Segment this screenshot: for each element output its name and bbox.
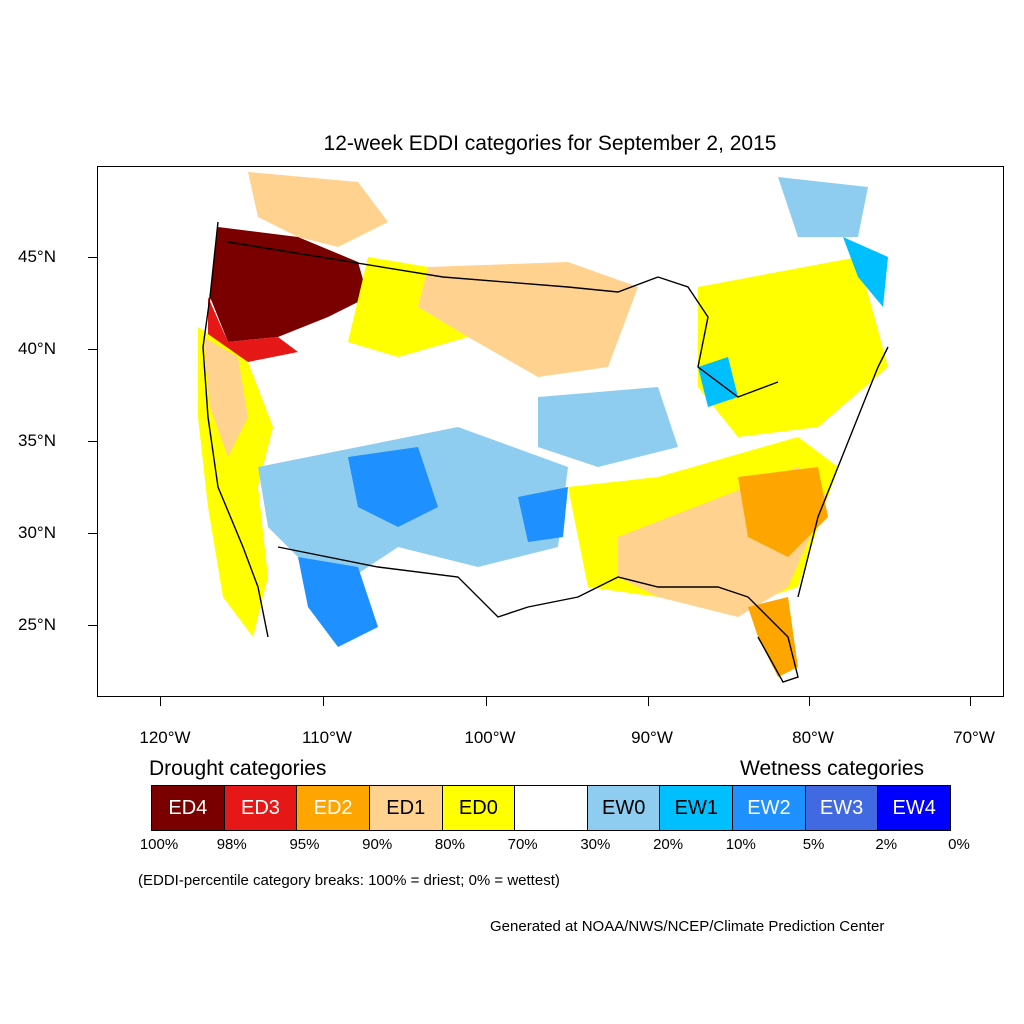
x-tick-mark xyxy=(323,697,324,706)
legend-swatch-ew3: EW3 xyxy=(805,786,879,830)
x-tick-mark xyxy=(648,697,649,706)
region-quebec-ew1 xyxy=(843,237,888,307)
region-midwest-ew0 xyxy=(538,387,678,467)
y-tick-mark xyxy=(88,533,97,534)
region-quebec-ew0 xyxy=(778,177,868,237)
legend-break-label: 90% xyxy=(362,836,393,853)
map-title: 12-week EDDI categories for September 2,… xyxy=(323,132,777,155)
legend-break-label: 100% xyxy=(139,836,179,853)
x-tick-mark xyxy=(970,697,971,706)
drought-heading: Drought categories xyxy=(149,757,327,780)
legend-swatch-ed0: ED0 xyxy=(442,786,516,830)
legend-swatch-neutral xyxy=(515,786,588,830)
legend-swatch-ew4: EW4 xyxy=(878,786,951,830)
region-northeast-ed0 xyxy=(698,257,888,437)
legend-swatch-ed1: ED1 xyxy=(369,786,443,830)
legend-break-label: 2% xyxy=(875,836,898,853)
region-west-ed1 xyxy=(203,337,248,457)
legend-swatch-ed3: ED3 xyxy=(224,786,298,830)
legend-break-label: 5% xyxy=(802,836,825,853)
florida-coast xyxy=(747,596,799,683)
eddi-map xyxy=(97,166,1004,697)
y-tick-label: 35°N xyxy=(18,431,56,450)
x-tick-label: 70°W xyxy=(953,728,995,747)
x-tick-label: 100°W xyxy=(464,728,516,747)
x-tick-label: 110°W xyxy=(302,728,352,747)
us-canada-border xyxy=(227,241,659,293)
y-tick-mark xyxy=(88,625,97,626)
region-northern-plains-ed1 xyxy=(418,262,638,377)
x-tick-label: 80°W xyxy=(792,728,834,747)
region-mexico-ew2 xyxy=(298,557,378,647)
gulf-coast xyxy=(527,576,749,608)
y-tick-label: 25°N xyxy=(18,615,56,634)
x-tick-label: 120°W xyxy=(139,728,191,747)
legend-break-label: 95% xyxy=(289,836,320,853)
x-tick-mark xyxy=(160,697,161,706)
boundaries xyxy=(202,221,889,683)
y-tick-mark xyxy=(88,349,97,350)
region-texas-ew2 xyxy=(518,487,568,542)
region-canada-west-ed1 xyxy=(248,172,388,247)
legend-break-label: 20% xyxy=(653,836,684,853)
region-southwest-ew2 xyxy=(348,447,438,527)
legend-break-label: 80% xyxy=(434,836,465,853)
legend-swatch-ed4: ED4 xyxy=(152,786,225,830)
y-tick-mark xyxy=(88,257,97,258)
legend-break-label: 30% xyxy=(580,836,611,853)
y-tick-label: 40°N xyxy=(18,339,56,358)
legend-swatch-ed2: ED2 xyxy=(297,786,370,830)
legend-color-bar: ED4 ED3 ED2 ED1 ED0 EW0 EW1 EW2 EW3 EW4 xyxy=(151,785,951,831)
region-northwest-ed3 xyxy=(208,297,298,362)
legend-swatch-ew1: EW1 xyxy=(660,786,734,830)
mexico-border xyxy=(277,546,529,618)
y-tick-label: 30°N xyxy=(18,523,56,542)
legend-break-label: 98% xyxy=(216,836,247,853)
map-canvas xyxy=(198,172,889,683)
legend-swatch-ew0: EW0 xyxy=(587,786,661,830)
y-tick-mark xyxy=(88,441,97,442)
west-coast xyxy=(202,221,269,638)
category-regions xyxy=(198,172,888,677)
legend-swatch-ew2: EW2 xyxy=(733,786,806,830)
region-southeast-ed2 xyxy=(738,467,828,557)
legend-break-label: 10% xyxy=(725,836,756,853)
legend-break-label: 0% xyxy=(948,836,970,853)
category-note: (EDDI-percentile category breaks: 100% =… xyxy=(138,872,560,889)
x-tick-label: 90°W xyxy=(631,728,673,747)
great-lakes xyxy=(657,276,779,398)
credit-line: Generated at NOAA/NWS/NCEP/Climate Predi… xyxy=(490,918,885,935)
region-florida-ed2 xyxy=(748,597,798,677)
legend-break-label: 70% xyxy=(507,836,538,853)
x-tick-mark xyxy=(486,697,487,706)
region-plains-ed0 xyxy=(348,257,468,357)
east-coast xyxy=(797,346,889,598)
region-northwest-ed4 xyxy=(210,227,368,342)
x-tick-mark xyxy=(809,697,810,706)
wetness-heading: Wetness categories xyxy=(740,757,925,780)
y-tick-label: 45°N xyxy=(18,247,56,266)
